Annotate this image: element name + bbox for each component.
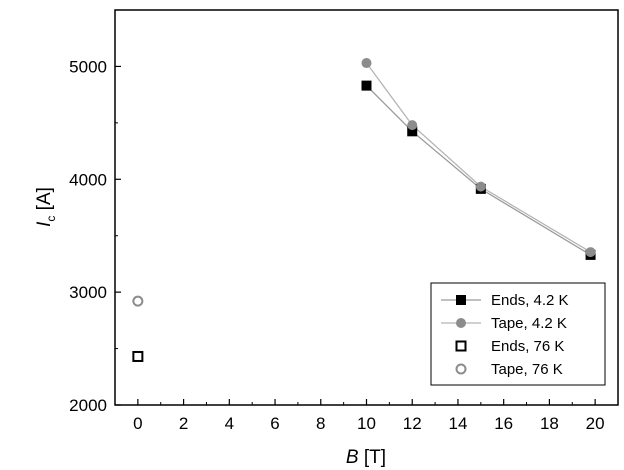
legend-marker (455, 363, 467, 375)
series-marks (132, 58, 596, 362)
x-tick-label: 16 (494, 414, 513, 433)
series-line (366, 85, 591, 256)
data-point (585, 247, 596, 258)
legend-marker (456, 318, 466, 328)
series-line (365, 62, 591, 253)
x-tick-label: 18 (540, 414, 559, 433)
legend-label: Ends, 76 K (491, 338, 564, 355)
x-tick-label: 6 (270, 414, 279, 433)
data-point (407, 120, 418, 131)
y-tick-label: 2000 (69, 396, 107, 415)
y-tick-label: 4000 (69, 170, 107, 189)
y-axis-label: Ic [A] (34, 187, 58, 227)
x-tick-label: 12 (403, 414, 422, 433)
x-tick-label: 4 (225, 414, 234, 433)
legend-marker (455, 340, 467, 352)
legend-label: Tape, 76 K (491, 361, 563, 378)
series-lines (365, 62, 591, 256)
legend: Ends, 4.2 K Tape, 4.2 K Ends, 76 K Tape, 76… (430, 282, 606, 386)
data-point (361, 58, 372, 69)
x-tick-label: 0 (133, 414, 142, 433)
data-point (361, 80, 372, 91)
ticks: 0 2 4 6 8 10 12 14 16 18 20 2000 3000 4000 5000 (69, 57, 604, 433)
data-point (132, 295, 144, 307)
x-axis-label: B [T] (346, 447, 386, 468)
legend-entries: Ends, 4.2 K Tape, 4.2 K Ends, 76 K Tape, 76… (441, 292, 569, 378)
legend-marker (456, 295, 466, 305)
x-tick-label: 10 (357, 414, 376, 433)
data-point (475, 181, 486, 192)
x-tick-label: 20 (586, 414, 605, 433)
legend-label: Ends, 4.2 K (491, 292, 569, 309)
legend-label: Tape, 4.2 K (491, 315, 567, 332)
data-point (132, 350, 144, 362)
x-tick-label: 8 (316, 414, 325, 433)
y-tick-label: 3000 (69, 283, 107, 302)
x-tick-label: 14 (448, 414, 467, 433)
x-tick-label: 2 (179, 414, 188, 433)
y-tick-label: 5000 (69, 57, 107, 76)
